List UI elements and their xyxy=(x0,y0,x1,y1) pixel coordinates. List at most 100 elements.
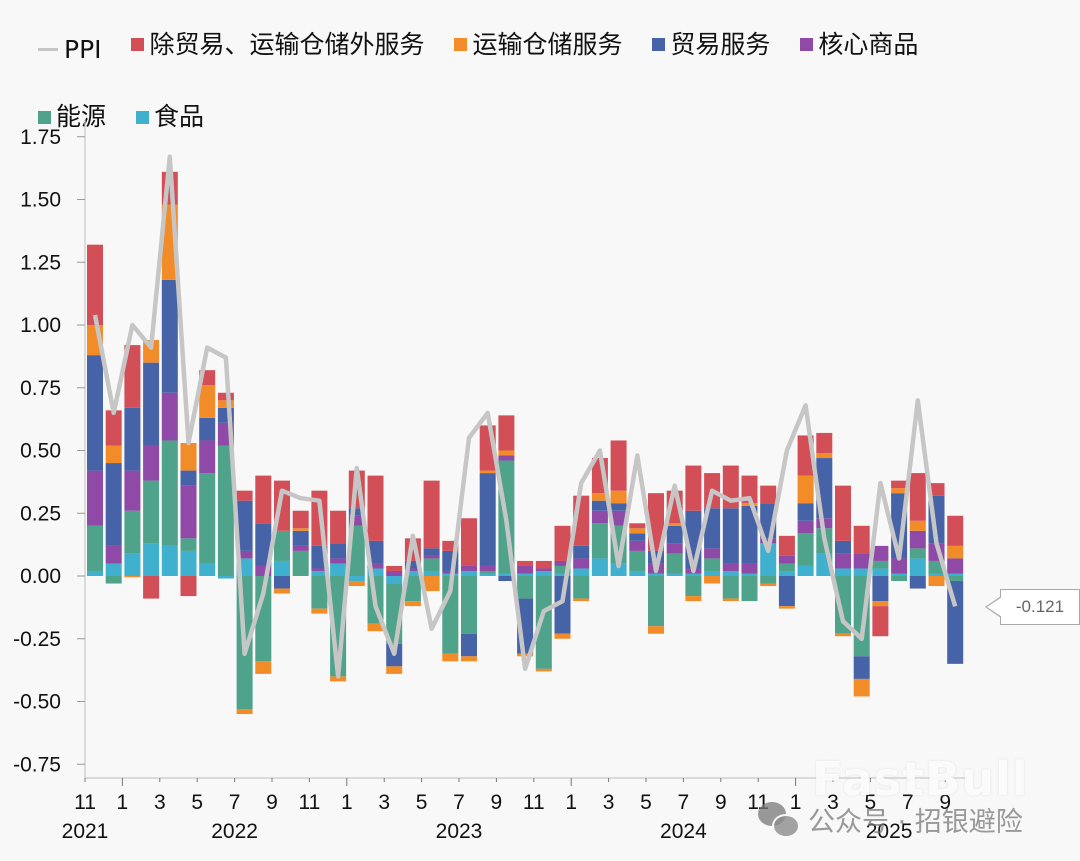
y-tick-label: 1.25 xyxy=(20,251,61,274)
y-tick-label: 0.25 xyxy=(20,502,61,525)
bar-segment-trade xyxy=(479,473,496,566)
y-tick-label: -0.75 xyxy=(13,753,61,776)
bar-segment-trade xyxy=(909,576,926,589)
bar-series xyxy=(87,171,964,715)
bar-segment-energy xyxy=(685,576,702,597)
bar-segment-transport xyxy=(311,608,328,614)
bar-segment-energy xyxy=(554,565,571,574)
bar-segment-other_services xyxy=(760,485,777,504)
y-tick-label: 1.50 xyxy=(20,189,61,212)
bar-segment-food xyxy=(760,543,777,576)
bar-segment-energy xyxy=(87,525,103,571)
bar-segment-other_services xyxy=(610,440,627,491)
bar-segment-trade xyxy=(797,503,814,521)
bar-segment-food xyxy=(124,553,141,576)
bar-segment-transport xyxy=(330,676,347,682)
bar-segment-core_goods xyxy=(180,485,197,539)
bar-segment-energy xyxy=(648,576,664,627)
bar-segment-trade xyxy=(778,576,795,607)
bar-segment-food xyxy=(105,563,122,576)
legend-item-energy[interactable]: 能源 xyxy=(38,84,106,150)
x-tick-label: 1 xyxy=(565,791,577,814)
ppi-line xyxy=(92,154,958,679)
bar-segment-core_goods xyxy=(909,530,926,549)
bar-segment-energy xyxy=(423,558,440,571)
bar-segment-other_services xyxy=(124,345,141,408)
bar-segment-energy xyxy=(629,550,646,571)
bar-segment-transport xyxy=(722,598,739,602)
bar-segment-trade xyxy=(143,362,160,446)
x-tick-label: 5 xyxy=(416,791,428,814)
bar-segment-food xyxy=(461,570,477,576)
bar-segment-core_goods xyxy=(124,470,141,511)
bar-segment-food xyxy=(479,573,496,576)
watermark-wechat-text: 公众号 · 招银避险 xyxy=(808,807,1023,838)
bar-segment-transport xyxy=(648,626,664,634)
bar-segment-other_services xyxy=(891,480,908,489)
bar-segment-transport xyxy=(442,653,459,662)
bar-segment-other_services xyxy=(517,560,534,566)
bar-segment-transport xyxy=(367,623,384,632)
bar-segment-core_goods xyxy=(367,563,384,569)
bar-segment-trade xyxy=(498,576,515,582)
x-tick-label: 7 xyxy=(678,791,690,814)
callout-value: -0.121 xyxy=(1015,597,1065,616)
year-label: 2023 xyxy=(436,820,483,843)
bar-segment-transport xyxy=(947,545,964,559)
bar-segment-core_goods xyxy=(292,545,309,551)
bar-segment-food xyxy=(853,568,870,576)
chart-legend: PPI 除贸易、运输仓储外服务 运输仓储服务 贸易服务 核心商品 能源 食品 xyxy=(38,10,1078,150)
bar-segment-trade xyxy=(461,633,477,657)
bar-segment-energy xyxy=(835,576,851,634)
bar-segment-core_goods xyxy=(741,563,758,574)
bar-segment-trade xyxy=(722,508,739,564)
bar-segment-other_services xyxy=(87,244,103,325)
x-tick-label: 9 xyxy=(491,791,503,814)
bar-segment-energy xyxy=(535,576,552,669)
bar-segment-food xyxy=(573,568,590,576)
bar-segment-food xyxy=(517,573,534,576)
bar-segment-other_services xyxy=(816,432,833,454)
bar-segment-trade xyxy=(105,463,122,546)
legend-item-trade[interactable]: 贸易服务 xyxy=(652,12,770,78)
bar-segment-core_goods xyxy=(704,548,721,559)
bar-segment-transport xyxy=(217,400,234,408)
bar-segment-food xyxy=(330,563,347,576)
bar-segment-energy xyxy=(947,576,964,582)
legend-item-transport[interactable]: 运输仓储服务 xyxy=(454,12,622,78)
bar-segment-transport xyxy=(498,450,515,456)
bar-segment-core_goods xyxy=(872,545,889,561)
square-swatch-icon xyxy=(131,38,145,51)
legend-item-ppi[interactable]: PPI xyxy=(38,17,102,83)
bar-segment-energy xyxy=(741,576,758,602)
bar-segment-transport xyxy=(479,470,496,474)
bar-segment-core_goods xyxy=(236,550,253,559)
x-tick-label: 9 xyxy=(715,791,727,814)
bar-segment-transport xyxy=(666,523,683,526)
bar-segment-other_services xyxy=(629,523,646,529)
bar-segment-core_goods xyxy=(404,568,421,571)
bar-segment-trade xyxy=(199,417,216,441)
bar-segment-core_goods xyxy=(853,553,870,569)
bar-segment-transport xyxy=(535,668,552,672)
bar-segment-core_goods xyxy=(891,558,908,574)
bar-segment-food xyxy=(423,570,440,576)
legend-item-food[interactable]: 食品 xyxy=(135,84,204,150)
bar-segment-transport xyxy=(778,606,795,609)
bar-segment-core_goods xyxy=(517,565,534,574)
legend-item-core-goods[interactable]: 核心商品 xyxy=(800,12,918,78)
bar-segment-core_goods xyxy=(797,520,814,534)
bar-segment-trade xyxy=(554,576,571,634)
x-tick-label: 1 xyxy=(790,791,802,814)
bar-segment-other_services xyxy=(367,475,384,541)
bar-segment-transport xyxy=(180,442,197,471)
bar-segment-transport xyxy=(610,490,627,504)
bar-segment-trade xyxy=(367,540,384,564)
bar-segment-energy xyxy=(161,440,178,546)
bar-segment-food xyxy=(274,560,290,576)
bar-segment-other_services xyxy=(928,483,945,496)
bar-segment-energy xyxy=(348,525,365,576)
legend-item-other-services[interactable]: 除贸易、运输仓储外服务 xyxy=(131,12,425,78)
bar-segment-transport xyxy=(591,493,608,501)
bar-segment-other_services xyxy=(461,518,477,566)
